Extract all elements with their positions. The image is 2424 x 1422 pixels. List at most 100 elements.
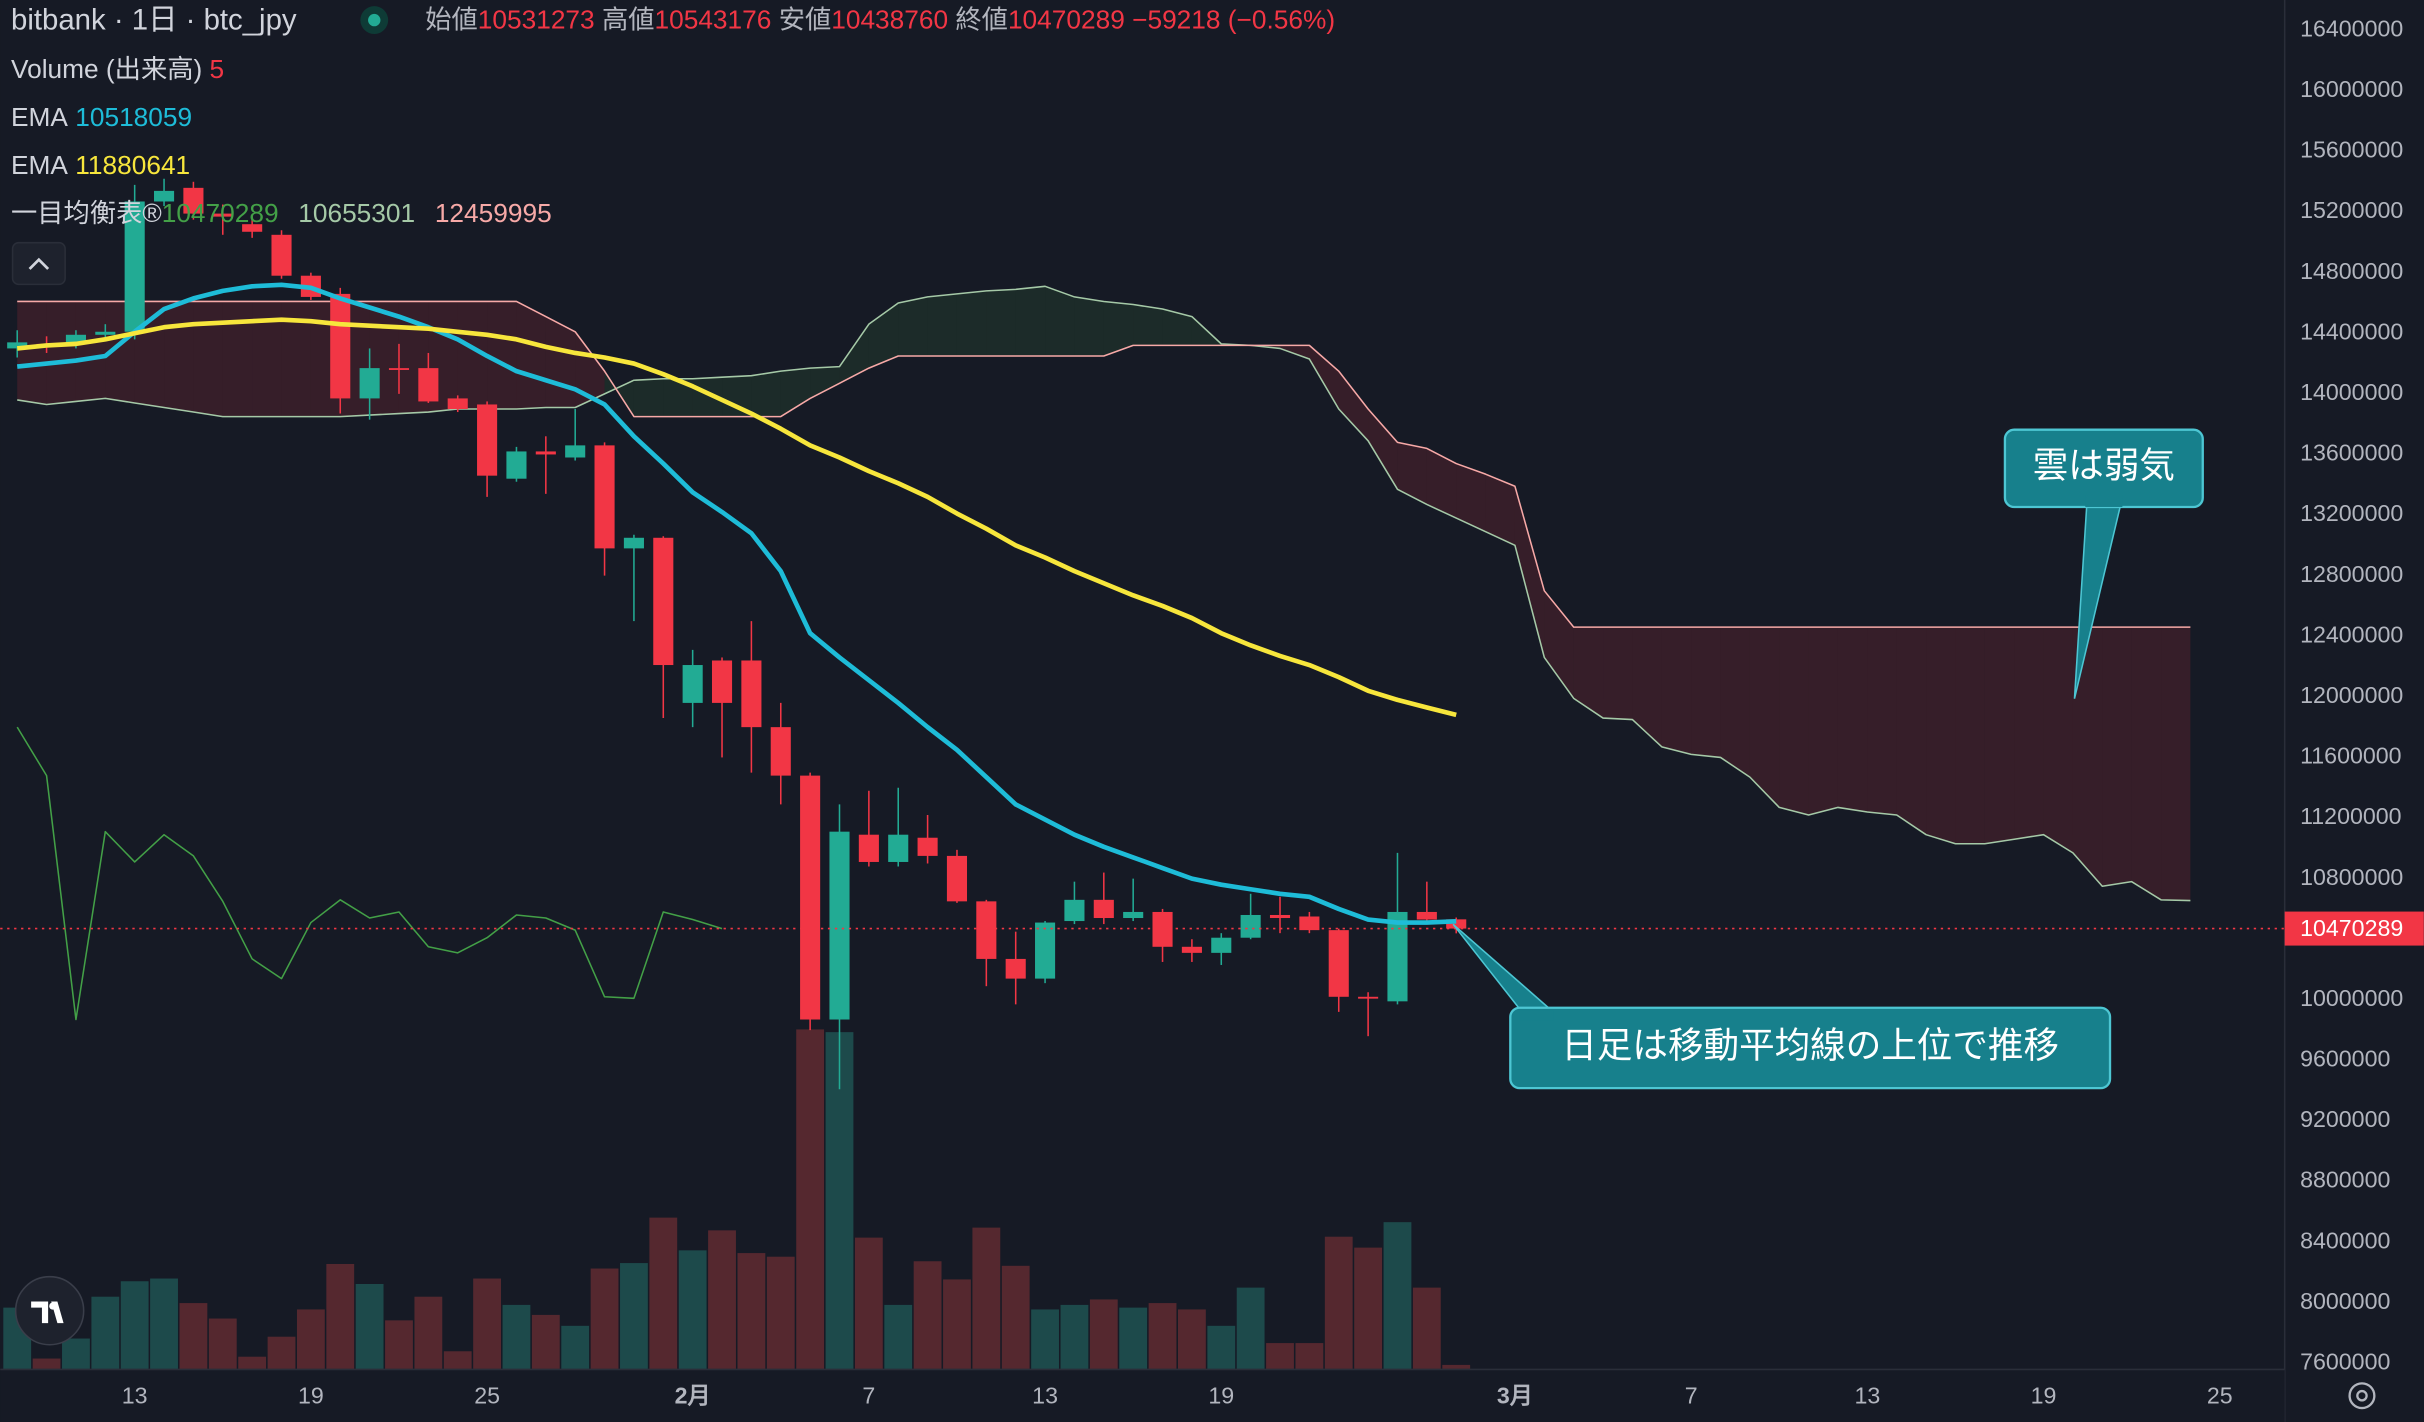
y-tick-label: 12000000 xyxy=(2300,682,2403,708)
annotation-callout[interactable]: 日足は移動平均線の上位で推移 xyxy=(1452,923,2112,1090)
lagging-line xyxy=(16,726,723,1021)
candle-body xyxy=(1446,919,1467,929)
y-tick-label: 10800000 xyxy=(2300,864,2403,890)
price-label: 10470289 xyxy=(2284,911,2424,946)
cloud-fill xyxy=(927,293,957,356)
x-tick-label: 13 xyxy=(1032,1382,1058,1408)
ema-layer xyxy=(16,282,1457,925)
cloud-fill xyxy=(1661,627,1692,755)
volume-bar xyxy=(1207,1325,1236,1370)
y-tick-label: 15200000 xyxy=(2300,197,2403,223)
status-dot xyxy=(368,13,381,27)
volume-bar xyxy=(385,1320,413,1370)
cloud-fill xyxy=(2014,627,2044,840)
y-tick-label: 12400000 xyxy=(2300,621,2403,647)
candle-body xyxy=(7,342,28,349)
legend-value: 11880641 xyxy=(75,150,190,180)
x-tick-label: 19 xyxy=(298,1382,324,1408)
settings-button[interactable] xyxy=(2348,1382,2376,1410)
volume-bar xyxy=(1383,1222,1412,1370)
candle-body xyxy=(1123,911,1144,919)
y-tick-label: 13200000 xyxy=(2300,500,2403,526)
cloud-fill xyxy=(457,301,488,410)
candle-body xyxy=(1181,946,1202,953)
cloud-fill xyxy=(1544,590,1574,699)
legend-ema[interactable]: EMA 10518059 xyxy=(11,102,192,132)
cloud-fill xyxy=(1133,304,1163,346)
cloud-fill xyxy=(986,289,1016,356)
cloud-fill xyxy=(1456,463,1486,532)
volume-bar xyxy=(1324,1236,1353,1370)
volume-bar xyxy=(1031,1309,1059,1370)
volume-bar xyxy=(620,1263,648,1370)
cloud-fill xyxy=(46,301,76,405)
volume-bar xyxy=(531,1314,560,1370)
y-axis-area xyxy=(2284,0,2424,1422)
cloud-fill xyxy=(2161,627,2191,901)
cloud-fill xyxy=(1867,627,1897,816)
cloud-layer xyxy=(16,285,2191,1021)
close-value: 10470289 xyxy=(1008,5,1125,35)
volume-bar xyxy=(796,1029,825,1370)
x-tick-label: 7 xyxy=(1685,1382,1698,1408)
volume-bar xyxy=(737,1253,766,1370)
candle-body xyxy=(506,451,527,479)
candle-body xyxy=(917,837,938,856)
cloud-fill xyxy=(1015,286,1046,356)
cloud-fill xyxy=(1397,442,1427,505)
cloud-fill xyxy=(1749,627,1780,808)
chart-title[interactable]: bitbank · 1日 · btc_jpy xyxy=(11,3,297,36)
legend-name: Volume (出来高) xyxy=(11,54,202,84)
legend-ema[interactable]: EMA 11880641 xyxy=(11,150,190,180)
legend-name: EMA xyxy=(11,150,68,180)
low-label: 安値 xyxy=(779,5,832,35)
high-label: 高値 xyxy=(602,5,655,35)
cloud-fill xyxy=(1162,309,1192,346)
cloud-fill xyxy=(839,324,869,384)
cloud-fill xyxy=(780,368,811,417)
tradingview-logo[interactable] xyxy=(14,1275,85,1346)
volume-bar xyxy=(443,1351,472,1370)
volume-bar xyxy=(649,1217,678,1370)
candle-body xyxy=(946,855,968,902)
candle-body xyxy=(1358,996,1379,999)
legend-ichimoku[interactable]: 一目均衡表®10470289 10655301 12459995 xyxy=(11,198,552,228)
span-a-line xyxy=(17,285,2191,902)
cloud-fill xyxy=(1426,448,1457,519)
volume-bar xyxy=(32,1358,61,1370)
annotation-text: 日足は移動平均線の上位で推移 xyxy=(1561,1025,2059,1065)
legend-volume[interactable]: Volume (出来高) 5 xyxy=(11,54,224,84)
candle-body xyxy=(65,334,86,343)
x-tick-label: 7 xyxy=(862,1382,875,1408)
legend-value: 5 xyxy=(210,54,225,84)
volume-bar xyxy=(884,1304,913,1370)
annotation-callout[interactable]: 雲は弱気 xyxy=(2003,428,2204,699)
volume-pane xyxy=(3,1029,1471,1370)
candle-body xyxy=(242,224,263,232)
cloud-fill xyxy=(633,378,664,417)
volume-bar xyxy=(414,1296,443,1370)
cloud-fill xyxy=(1573,627,1604,719)
y-tick-label: 16000000 xyxy=(2300,76,2403,102)
ohlc-header: 始値10531273 高値10543176 安値10438760 終値10470… xyxy=(425,5,1335,35)
candle-body xyxy=(95,331,116,335)
cloud-fill xyxy=(898,296,928,356)
y-tick-label: 12800000 xyxy=(2300,561,2403,587)
y-tick-label: 8800000 xyxy=(2300,1167,2390,1193)
cloud-fill xyxy=(222,301,253,417)
cloud-fill xyxy=(1368,409,1398,490)
y-tick-label: 13600000 xyxy=(2300,440,2403,466)
span-b-line xyxy=(17,300,2191,628)
volume-bar xyxy=(1089,1299,1118,1370)
volume-bar xyxy=(208,1318,237,1370)
cloud-fill xyxy=(1485,474,1515,546)
cloud-fill xyxy=(1603,627,1633,720)
cloud-fill xyxy=(17,301,47,405)
collapse-button[interactable] xyxy=(11,241,66,286)
legend-value: 12459995 xyxy=(435,198,552,228)
y-tick-label: 8400000 xyxy=(2300,1227,2390,1253)
y-tick-label: 16400000 xyxy=(2300,15,2403,41)
candle-body xyxy=(212,213,233,217)
candle-body xyxy=(1299,916,1320,931)
cloud-fill xyxy=(281,301,311,417)
